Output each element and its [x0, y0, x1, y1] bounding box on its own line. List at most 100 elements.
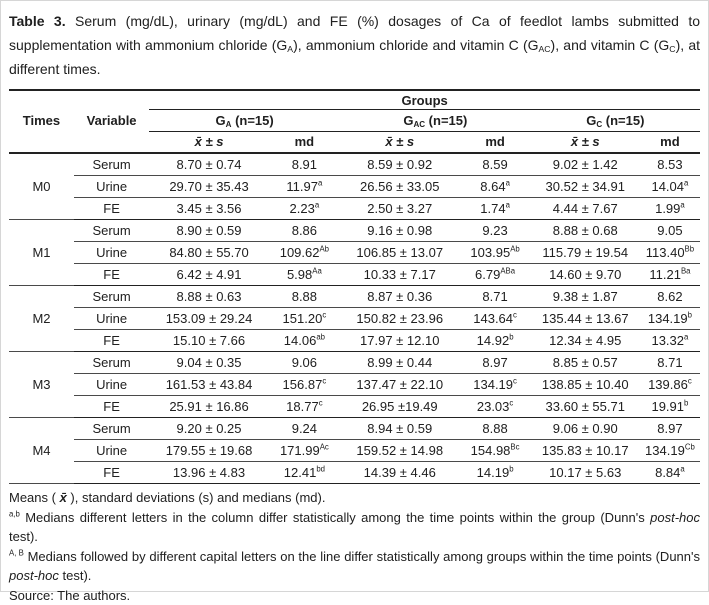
table-row: Urine 84.80 ± 55.70 109.62Ab 106.85 ± 13.07… [9, 241, 700, 264]
table-caption: Table 3. Serum (mg/dL), urinary (mg/dL) … [9, 13, 700, 77]
mean-sd-value: 179.55 ± 19.68 [149, 439, 269, 462]
median-value: 9.23 [459, 219, 531, 242]
mean-sd-value: 84.80 ± 55.70 [149, 241, 269, 264]
mean-sd-value: 161.53 ± 43.84 [149, 373, 269, 396]
stat-superscript: Aa [312, 266, 322, 276]
median-value: 14.92b [459, 329, 531, 352]
mean-symbol: x̄ [59, 490, 67, 505]
footnote-column-letters: a,b Medians different letters in the col… [9, 509, 700, 544]
median-value: 9.05 [639, 219, 700, 242]
subscript-ga: A [287, 44, 294, 55]
median-value: 113.40Bb [639, 241, 700, 264]
time-label: M3 [9, 351, 74, 418]
mean-sd-value: 10.33 ± 7.17 [339, 263, 460, 286]
median-value: 18.77c [268, 395, 340, 418]
median-value: 8.97 [639, 417, 700, 440]
median-value: 14.06ab [268, 329, 340, 352]
variable-label: FE [73, 263, 150, 286]
stat-superscript: Ab [510, 244, 520, 254]
variable-label: Serum [73, 153, 150, 176]
median-value: 1.74a [459, 197, 531, 220]
stat-superscript: Cb [684, 442, 695, 452]
group-ga-header: GA (n=15) [149, 109, 340, 132]
variable-label: Serum [73, 417, 150, 440]
header-row-group-names: Times Variable GA (n=15) GAC (n=15) GC (… [9, 109, 700, 132]
mean-sd-value: 150.82 ± 23.96 [339, 307, 460, 330]
median-value: 109.62Ab [268, 241, 340, 264]
stat-superscript: c [513, 310, 517, 320]
mean-sd-value: 14.39 ± 4.46 [339, 461, 460, 484]
table-row: M2 Serum 8.88 ± 0.63 8.88 8.87 ± 0.36 8.71 9.3… [9, 285, 700, 352]
subscript-gac: AC [538, 44, 551, 55]
median-value: 8.97 [459, 351, 531, 374]
mean-sd-header: x̄ ± s [530, 131, 640, 154]
variable-label: FE [73, 197, 150, 220]
mean-sd-header: x̄ ± s [149, 131, 269, 154]
variable-label: Serum [73, 285, 150, 308]
table-row: Urine 29.70 ± 35.43 11.97a 26.56 ± 33.05 8.6… [9, 175, 700, 198]
variable-label: Serum [73, 351, 150, 374]
table-row: M1 Serum 8.90 ± 0.59 8.86 9.16 ± 0.98 9.23 8.8… [9, 219, 700, 286]
median-value: 171.99Ac [268, 439, 340, 462]
footnote-means: Means ( x̄ ), standard deviations (s) an… [9, 490, 326, 505]
stat-superscript: Ac [319, 442, 329, 452]
stat-superscript: bd [316, 464, 325, 474]
variable-header: Variable [86, 113, 137, 128]
mean-sd-value: 137.47 ± 22.10 [339, 373, 460, 396]
mean-sd-value: 8.94 ± 0.59 [339, 417, 460, 440]
mean-sd-value: 8.88 ± 0.63 [149, 285, 269, 308]
subscript-gc: C [669, 44, 676, 55]
mean-sd-value: 135.44 ± 13.67 [530, 307, 640, 330]
mean-sd-value: 12.34 ± 4.95 [530, 329, 640, 352]
stat-superscript: c [318, 398, 323, 408]
mean-sd-value: 3.45 ± 3.56 [149, 197, 269, 220]
results-table: Groups Times Variable GA (n=15) GAC (n=1… [9, 89, 700, 484]
group-gac-header: GAC (n=15) [339, 109, 531, 132]
mean-sd-value: 13.96 ± 4.83 [149, 461, 269, 484]
stat-superscript: b [509, 332, 514, 342]
median-value: 2.23a [268, 197, 340, 220]
stat-superscript: b [509, 464, 514, 474]
stat-superscript: a [680, 200, 685, 210]
median-value: 1.99a [639, 197, 700, 220]
stat-superscript: b [687, 310, 692, 320]
mean-sd-value: 8.99 ± 0.44 [339, 351, 460, 374]
median-value: 12.41bd [268, 461, 340, 484]
median-value: 9.24 [268, 417, 340, 440]
median-header: md [268, 131, 340, 154]
median-value: 14.19b [459, 461, 531, 484]
mean-sd-value: 29.70 ± 35.43 [149, 175, 269, 198]
mean-sd-value: 138.85 ± 10.40 [530, 373, 640, 396]
variable-label: Urine [73, 175, 150, 198]
median-value: 134.19b [639, 307, 700, 330]
stat-superscript: a [505, 200, 510, 210]
median-value: 11.21Ba [639, 263, 700, 286]
median-header: md [639, 131, 700, 154]
caption-label: Table 3. [9, 13, 66, 29]
median-value: 8.71 [639, 351, 700, 374]
median-value: 19.91b [639, 395, 700, 418]
mean-sd-value: 115.79 ± 19.54 [530, 241, 640, 264]
stat-superscript: Bc [510, 442, 520, 452]
groups-header: Groups [149, 89, 700, 110]
median-value: 134.19c [459, 373, 531, 396]
median-value: 23.03c [459, 395, 531, 418]
stat-superscript: Ba [680, 266, 691, 276]
mean-sd-value: 106.85 ± 13.07 [339, 241, 460, 264]
mean-sd-value: 14.60 ± 9.70 [530, 263, 640, 286]
mean-sd-value: 15.10 ± 7.66 [149, 329, 269, 352]
stat-superscript: c [322, 310, 327, 320]
table-row: Urine 161.53 ± 43.84 156.87c 137.47 ± 22.10… [9, 373, 700, 396]
stat-superscript: b [684, 398, 689, 408]
variable-label: Urine [73, 373, 150, 396]
mean-sd-value: 17.97 ± 12.10 [339, 329, 460, 352]
times-header: Times [22, 113, 61, 128]
median-value: 9.06 [268, 351, 340, 374]
mean-sd-value: 9.02 ± 1.42 [530, 153, 640, 176]
table-row: FE 15.10 ± 7.66 14.06ab 17.97 ± 12.10 14.92b… [9, 329, 700, 352]
median-value: 8.84a [639, 461, 700, 484]
variable-label: Urine [73, 307, 150, 330]
table-row: FE 3.45 ± 3.56 2.23a 2.50 ± 3.27 1.74a 4.44 ±… [9, 197, 700, 220]
median-value: 143.64c [459, 307, 531, 330]
median-value: 134.19Cb [639, 439, 700, 462]
